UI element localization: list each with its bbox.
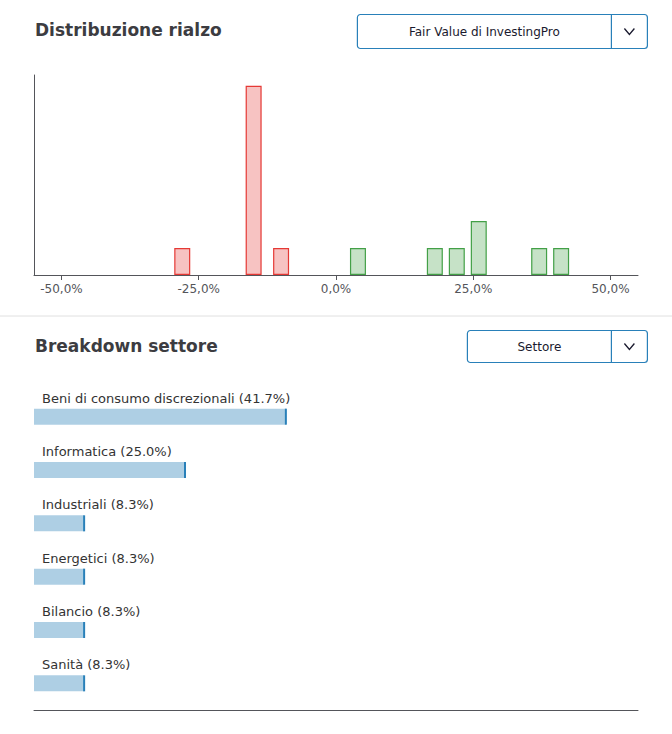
- svg-text:Sanità (8.3%): Sanità (8.3%): [42, 657, 130, 672]
- svg-text:Informatica (25.0%): Informatica (25.0%): [42, 444, 172, 459]
- svg-text:Industriali (8.3%): Industriali (8.3%): [42, 497, 154, 512]
- svg-text:Breakdown settore: Breakdown settore: [35, 336, 218, 356]
- svg-text:Distribuzione rialzo: Distribuzione rialzo: [35, 20, 222, 40]
- svg-text:25,0%: 25,0%: [454, 282, 492, 296]
- svg-text:Energetici (8.3%): Energetici (8.3%): [42, 551, 155, 566]
- svg-text:Settore: Settore: [517, 340, 561, 354]
- svg-text:Bilancio (8.3%): Bilancio (8.3%): [42, 604, 140, 619]
- svg-text:0,0%: 0,0%: [321, 282, 352, 296]
- svg-text:-25,0%: -25,0%: [178, 282, 220, 296]
- svg-text:-50,0%: -50,0%: [40, 282, 82, 296]
- svg-text:Beni di consumo discrezionali: Beni di consumo discrezionali (41.7%): [42, 391, 290, 406]
- svg-text:Fair Value di InvestingPro: Fair Value di InvestingPro: [409, 25, 560, 39]
- svg-text:50,0%: 50,0%: [591, 282, 629, 296]
